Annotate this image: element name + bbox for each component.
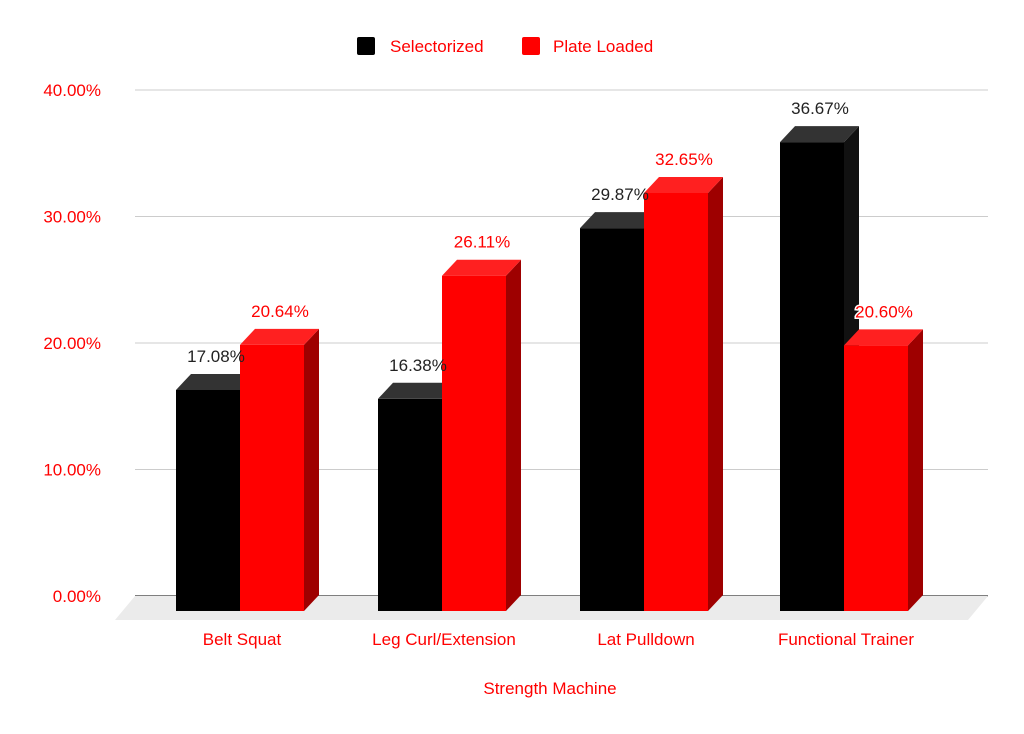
legend-label-selectorized: Selectorized <box>390 37 484 56</box>
bar-plate-loaded-0 <box>240 328 319 611</box>
x-axis-title: Strength Machine <box>483 679 616 698</box>
bar-top-face <box>780 126 859 143</box>
data-label-plate-loaded-2: 32.65% <box>655 150 713 169</box>
y-tick-label-2: 20.00% <box>43 334 101 353</box>
bars <box>176 126 923 612</box>
bar-front-face <box>644 192 708 612</box>
x-tick-label-3: Functional Trainer <box>778 630 914 649</box>
bar-front-face <box>780 142 844 611</box>
bar-front-face <box>378 398 442 611</box>
data-labels: 17.08% 20.64% 16.38% 26.11% 29.87% 32.65% 36.6… <box>187 99 914 375</box>
bar-front-face <box>176 389 240 611</box>
bar-plate-loaded-3 <box>844 329 923 611</box>
data-label-plate-loaded-0: 20.64% <box>251 302 309 321</box>
bar-selectorized-0 <box>176 373 255 611</box>
data-label-selectorized-2: 29.87% <box>591 185 649 204</box>
data-label-plate-loaded-3: 20.60% <box>855 302 913 321</box>
legend-swatch-plate-loaded <box>522 37 540 55</box>
legend-label-plate-loaded: Plate Loaded <box>553 37 653 56</box>
bar-top-face <box>844 329 923 346</box>
data-label-plate-loaded-1: 26.11% <box>454 233 510 252</box>
bar-top-face <box>644 176 723 193</box>
bar-plate-loaded-2 <box>644 176 723 612</box>
data-label-selectorized-0: 17.08% <box>187 347 245 366</box>
bar-top-face <box>176 373 255 390</box>
bar-top-face <box>378 382 457 399</box>
y-tick-label-3: 30.00% <box>43 208 101 227</box>
x-tick-label-0: Belt Squat <box>203 630 282 649</box>
bar-front-face <box>580 228 644 611</box>
bar-front-face <box>442 275 506 611</box>
bar-side-face <box>304 328 319 611</box>
bar-side-face <box>708 176 723 612</box>
bar-top-face <box>442 259 521 276</box>
legend-swatch-selectorized <box>357 37 375 55</box>
data-label-selectorized-3: 36.67% <box>791 99 849 118</box>
x-tick-label-2: Lat Pulldown <box>597 630 694 649</box>
chart-floor <box>115 596 988 620</box>
bar-plate-loaded-1 <box>442 259 521 611</box>
y-tick-label-0: 0.00% <box>53 587 101 606</box>
bar-top-face <box>580 212 659 229</box>
bar-front-face <box>240 344 304 611</box>
bar-front-face <box>844 345 908 611</box>
legend: Selectorized Plate Loaded <box>357 37 653 56</box>
y-axis-tick-labels: 0.00% 10.00% 20.00% 30.00% 40.00% <box>43 81 101 606</box>
bar-side-face <box>908 329 923 611</box>
bar-side-face <box>506 259 521 611</box>
data-label-selectorized-1: 16.38% <box>389 356 447 375</box>
x-tick-label-1: Leg Curl/Extension <box>372 630 516 649</box>
bar-top-face <box>240 328 319 345</box>
x-axis-category-labels: Belt Squat Leg Curl/Extension Lat Pulldown… <box>203 630 915 649</box>
y-tick-label-1: 10.00% <box>43 461 101 480</box>
y-tick-label-4: 40.00% <box>43 81 101 100</box>
